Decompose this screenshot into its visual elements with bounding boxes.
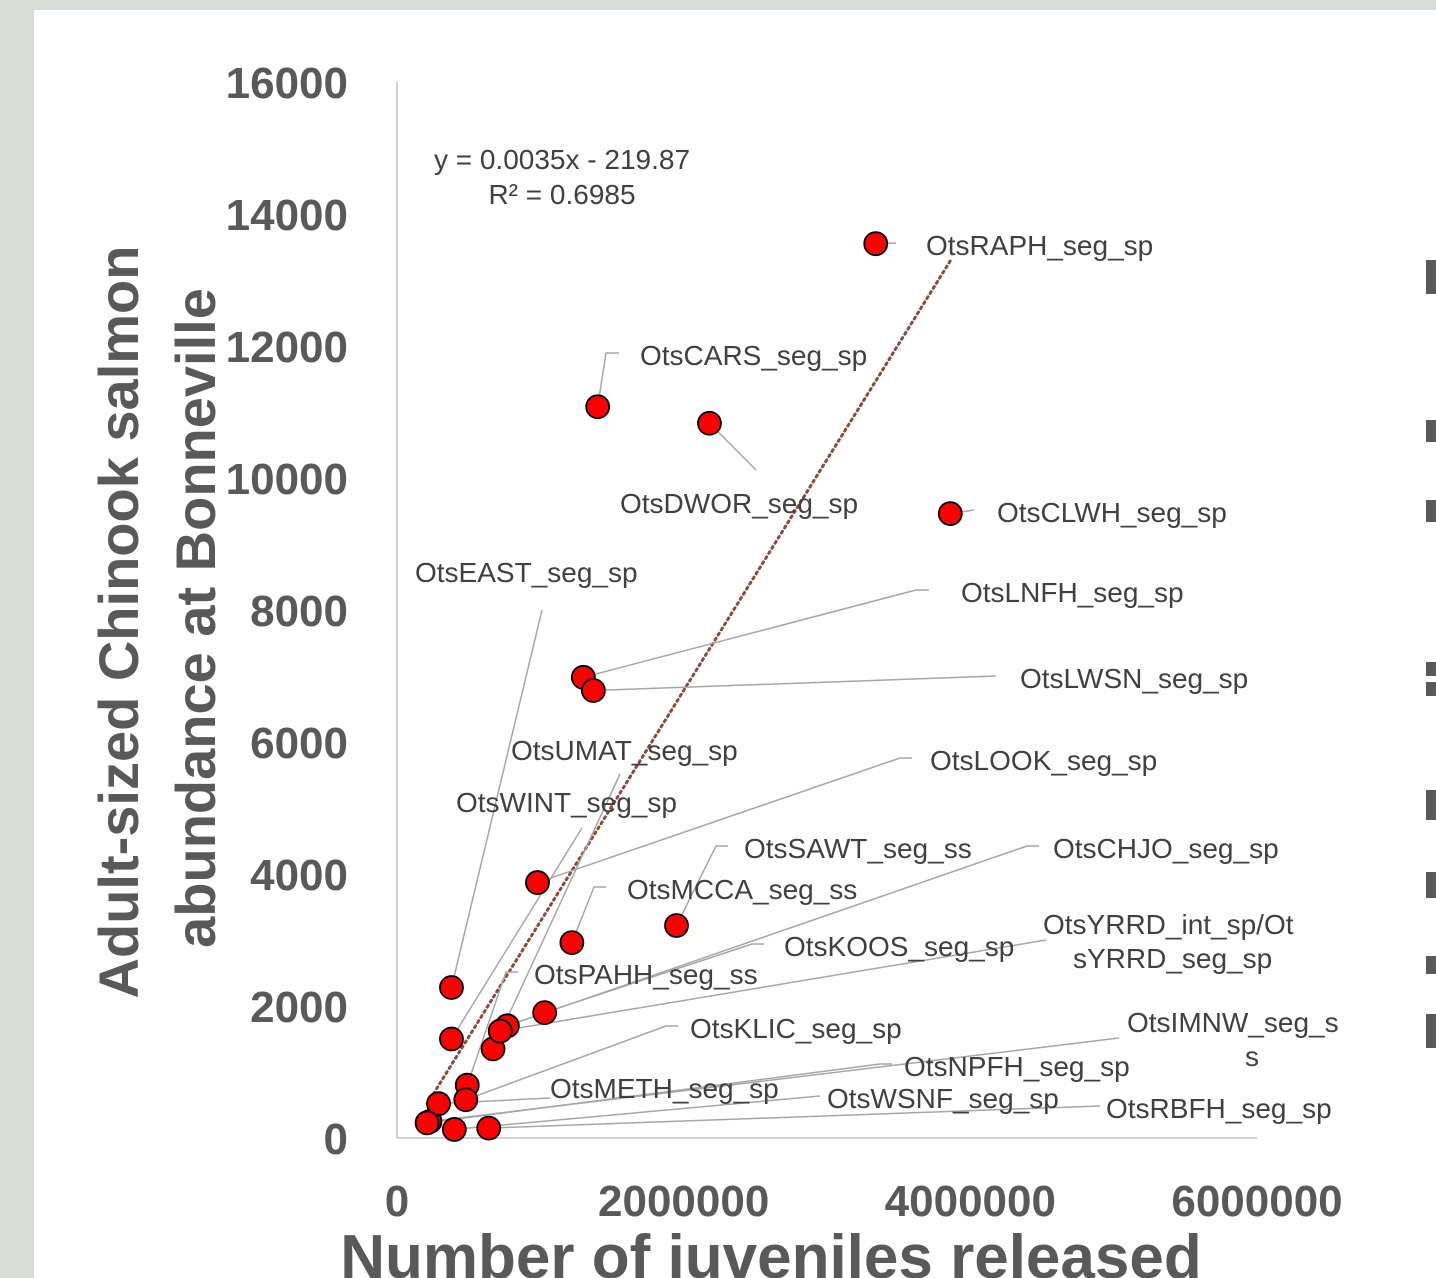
data-label: OtsLOOK_seg_sp [930,745,1157,776]
trendline [425,259,952,1106]
data-label: OtsLWSN_seg_sp [1020,663,1248,694]
leader-line [465,1025,678,1101]
data-label: OtsMCCA_seg_ss [627,874,857,905]
leader-line [571,886,606,943]
data-label: OtsCHJO_seg_sp [1053,833,1279,864]
data-point [525,870,550,895]
leader-line [492,773,621,1050]
data-label: OtsRAPH_seg_sp [926,230,1153,261]
y-tick-label: 2000 [250,983,348,1032]
data-point [532,1000,558,1025]
data-label: OtsRBFH_seg_sp [1106,1093,1332,1124]
data-point [476,1115,502,1141]
data-point [559,930,585,956]
data-point [441,1117,467,1142]
y-tick-label: 6000 [250,719,348,768]
x-tick-label: 4000000 [885,1177,1056,1226]
x-tick-label: 2000000 [598,1177,769,1226]
x-axis-title: Number of juveniles released [340,1223,1201,1278]
leader-line [583,589,929,679]
y-tick-label: 8000 [250,587,348,636]
data-label: OtsKLIC_seg_sp [690,1013,902,1044]
trendline-r-squared: R² = 0.6985 [488,179,635,210]
leader-line [507,845,1039,1027]
data-label: OtsSAWT_seg_ss [744,833,972,864]
data-point [664,913,689,938]
chart-panel: 0 2000 4000 6000 8000 10000 12000 14000 16000 0 20… [34,10,1436,1278]
y-tick-label: 10000 [226,455,348,504]
data-label: OtsUMAT_seg_sp [511,735,738,766]
data-point [439,1026,464,1052]
y-tick-label: 16000 [226,59,348,108]
data-label: OtsEAST_seg_sp [415,557,638,588]
scatter-chart: 0 2000 4000 6000 8000 10000 12000 14000 16000 0 20… [87,59,1436,1278]
leader-line [544,943,764,1014]
data-label: OtsMETH_seg_sp [550,1073,779,1104]
leader-line [593,675,997,692]
y-tick-label: 4000 [250,851,348,900]
trendline-equation: y = 0.0035x - 219.87 [434,144,690,175]
data-point [697,410,722,436]
data-label: OtsNPFH_seg_sp [904,1051,1130,1082]
y-tick-label: 12000 [226,323,348,372]
data-point [487,1018,513,1044]
data-point [439,975,464,1000]
x-tick-label: 0 [385,1177,409,1226]
cropped-right-edge-marks [1426,260,1436,1048]
data-label: OtsWSNF_seg_sp [827,1083,1059,1114]
x-tick-label: 6000000 [1171,1177,1342,1226]
leader-line [488,1105,1101,1129]
y-tick-label: 14000 [226,191,348,240]
leader-line [454,1095,821,1131]
data-point [453,1087,479,1113]
data-label: OtsDWOR_seg_sp [620,488,858,519]
leader-line [450,609,543,988]
data-label: OtsYRRD_int_sp/Ot [1043,909,1294,940]
y-axis-title-line1: Adult-sized Chinook salmon [87,246,150,999]
data-label: OtsPAHH_seg_ss [534,959,758,990]
data-label: OtsWINT_seg_sp [456,787,677,818]
leader-line [675,845,728,926]
y-axis-title-line2: abundance at Bonneville [164,288,227,948]
data-label: sYRRD_seg_sp [1073,943,1272,974]
data-label: OtsCLWH_seg_sp [997,497,1227,528]
leader-line [500,939,1047,1032]
leader-line [466,971,518,1086]
leader-line [450,827,583,1040]
data-point [426,1091,451,1117]
y-tick-label: 0 [324,1115,348,1164]
leader-line [427,1063,892,1124]
leader-line [537,757,912,884]
leader-line [596,352,619,407]
data-label: OtsIMNW_seg_s [1127,1007,1339,1038]
data-label: OtsKOOS_seg_sp [784,931,1014,962]
data-label: OtsLNFH_seg_sp [961,577,1184,608]
data-point [863,231,889,257]
data-label: OtsCARS_seg_sp [640,340,867,371]
data-point [580,678,606,703]
data-point [585,394,611,420]
data-point [937,501,963,527]
data-label: s [1245,1041,1259,1072]
data-point [414,1110,440,1136]
